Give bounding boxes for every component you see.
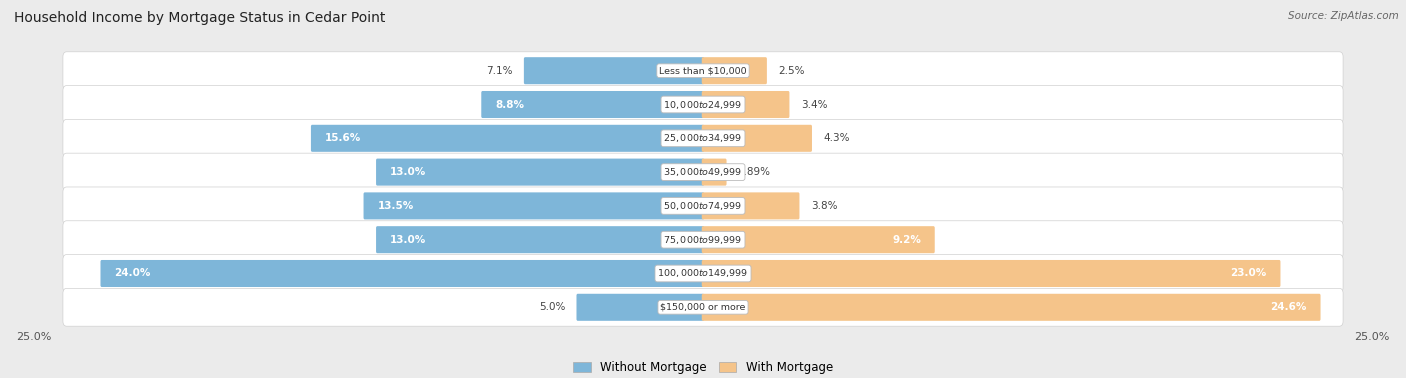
Text: 0.89%: 0.89% [738, 167, 770, 177]
Text: 13.0%: 13.0% [389, 235, 426, 245]
Text: Source: ZipAtlas.com: Source: ZipAtlas.com [1288, 11, 1399, 21]
FancyBboxPatch shape [63, 254, 1343, 293]
FancyBboxPatch shape [702, 192, 800, 219]
Text: Household Income by Mortgage Status in Cedar Point: Household Income by Mortgage Status in C… [14, 11, 385, 25]
Text: 25.0%: 25.0% [1354, 332, 1389, 342]
Text: 4.3%: 4.3% [824, 133, 849, 143]
FancyBboxPatch shape [63, 52, 1343, 90]
FancyBboxPatch shape [702, 91, 789, 118]
Text: 13.0%: 13.0% [389, 167, 426, 177]
FancyBboxPatch shape [63, 221, 1343, 259]
Text: $50,000 to $74,999: $50,000 to $74,999 [664, 200, 742, 212]
FancyBboxPatch shape [702, 260, 1281, 287]
FancyBboxPatch shape [481, 91, 704, 118]
FancyBboxPatch shape [524, 57, 704, 84]
FancyBboxPatch shape [311, 125, 704, 152]
Text: $100,000 to $149,999: $100,000 to $149,999 [658, 268, 748, 279]
Text: 23.0%: 23.0% [1230, 268, 1267, 279]
Text: $25,000 to $34,999: $25,000 to $34,999 [664, 132, 742, 144]
Text: 15.6%: 15.6% [325, 133, 361, 143]
FancyBboxPatch shape [702, 125, 813, 152]
FancyBboxPatch shape [63, 119, 1343, 157]
Text: $150,000 or more: $150,000 or more [661, 303, 745, 312]
Text: 9.2%: 9.2% [891, 235, 921, 245]
Text: 5.0%: 5.0% [538, 302, 565, 312]
Legend: Without Mortgage, With Mortgage: Without Mortgage, With Mortgage [568, 356, 838, 378]
Text: $35,000 to $49,999: $35,000 to $49,999 [664, 166, 742, 178]
FancyBboxPatch shape [63, 187, 1343, 225]
Text: Less than $10,000: Less than $10,000 [659, 66, 747, 75]
Text: $10,000 to $24,999: $10,000 to $24,999 [664, 99, 742, 110]
Text: $75,000 to $99,999: $75,000 to $99,999 [664, 234, 742, 246]
FancyBboxPatch shape [63, 153, 1343, 191]
Text: 3.8%: 3.8% [811, 201, 837, 211]
Text: 3.4%: 3.4% [800, 99, 827, 110]
FancyBboxPatch shape [702, 294, 1320, 321]
Text: 24.6%: 24.6% [1271, 302, 1306, 312]
Text: 13.5%: 13.5% [377, 201, 413, 211]
FancyBboxPatch shape [702, 57, 766, 84]
FancyBboxPatch shape [63, 288, 1343, 326]
FancyBboxPatch shape [375, 226, 704, 253]
Text: 7.1%: 7.1% [486, 66, 513, 76]
FancyBboxPatch shape [702, 159, 727, 186]
Text: 8.8%: 8.8% [495, 99, 524, 110]
Text: 2.5%: 2.5% [778, 66, 804, 76]
Text: 24.0%: 24.0% [114, 268, 150, 279]
FancyBboxPatch shape [576, 294, 704, 321]
FancyBboxPatch shape [364, 192, 704, 219]
FancyBboxPatch shape [63, 85, 1343, 124]
Text: 25.0%: 25.0% [17, 332, 52, 342]
FancyBboxPatch shape [100, 260, 704, 287]
FancyBboxPatch shape [702, 226, 935, 253]
FancyBboxPatch shape [375, 159, 704, 186]
